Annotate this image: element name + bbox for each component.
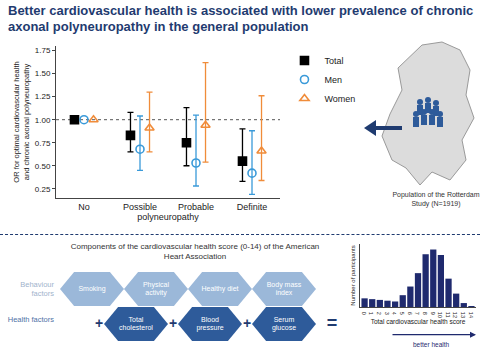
svg-text:OR for optimal cardiovascular: OR for optimal cardiovascular healthand …	[12, 61, 31, 182]
html-text:Behaviour factors: Behaviour factors	[20, 280, 54, 298]
svg-text:No: No	[78, 202, 90, 212]
svg-text:Possible: Possible	[123, 202, 157, 212]
html-text:Healthy diet: Healthy diet	[201, 285, 239, 292]
svg-text:1.00: 1.00	[35, 116, 51, 125]
svg-text:1.50: 1.50	[35, 69, 51, 78]
html-text:Total cholesterol: Total cholesterol	[119, 316, 153, 331]
svg-text:0.75: 0.75	[35, 139, 51, 148]
svg-text:6: 6	[407, 312, 413, 315]
svg-text:Men: Men	[324, 75, 342, 85]
svg-text:1.75: 1.75	[35, 46, 51, 55]
html-text:Serum glucose: Serum glucose	[271, 316, 297, 331]
svg-text:better health: better health	[413, 341, 450, 348]
html-text:Health factors: Health factors	[7, 315, 54, 324]
svg-text:3: 3	[384, 312, 390, 315]
html-text:Better cardiovascular health i: Better cardiovascular health is associat…	[8, 3, 474, 34]
svg-text:12: 12	[452, 312, 458, 318]
html-text:Body mass index: Body mass index	[266, 281, 302, 296]
svg-text:10: 10	[437, 312, 443, 318]
svg-text:8: 8	[422, 312, 428, 315]
svg-text:0.25: 0.25	[35, 185, 51, 194]
svg-text:4: 4	[391, 312, 397, 315]
svg-text:9: 9	[430, 312, 436, 315]
svg-text:Women: Women	[324, 94, 355, 104]
html-text:Smoking: Smoking	[78, 285, 106, 292]
svg-text:14: 14	[468, 312, 474, 318]
svg-text:Definite: Definite	[237, 202, 268, 212]
svg-text:13: 13	[460, 312, 466, 318]
svg-text:Number of participants: Number of participants	[350, 245, 356, 305]
svg-text:0.50: 0.50	[35, 162, 51, 171]
svg-text:11: 11	[445, 312, 451, 318]
svg-text:polyneuropathy: polyneuropathy	[137, 212, 199, 222]
svg-text:Total: Total	[324, 56, 343, 66]
svg-text:Total cardiovascular health sc: Total cardiovascular health score	[371, 318, 466, 325]
html-text:Physical activity: Physical activity	[143, 281, 169, 296]
svg-text:2: 2	[376, 312, 382, 315]
svg-text:5: 5	[399, 312, 405, 315]
svg-text:1: 1	[368, 312, 374, 315]
svg-text:1.25: 1.25	[35, 92, 51, 101]
html-text:Population of the Rotterdam St: Population of the Rotterdam Study (N=191…	[392, 191, 480, 207]
html-text:Components of the cardiovascul: Components of the cardiovascular health …	[70, 242, 320, 261]
svg-text:0: 0	[361, 312, 367, 315]
html-text:Blood pressure: Blood pressure	[196, 316, 224, 331]
svg-text:Probable: Probable	[178, 202, 214, 212]
svg-text:7: 7	[414, 312, 420, 315]
